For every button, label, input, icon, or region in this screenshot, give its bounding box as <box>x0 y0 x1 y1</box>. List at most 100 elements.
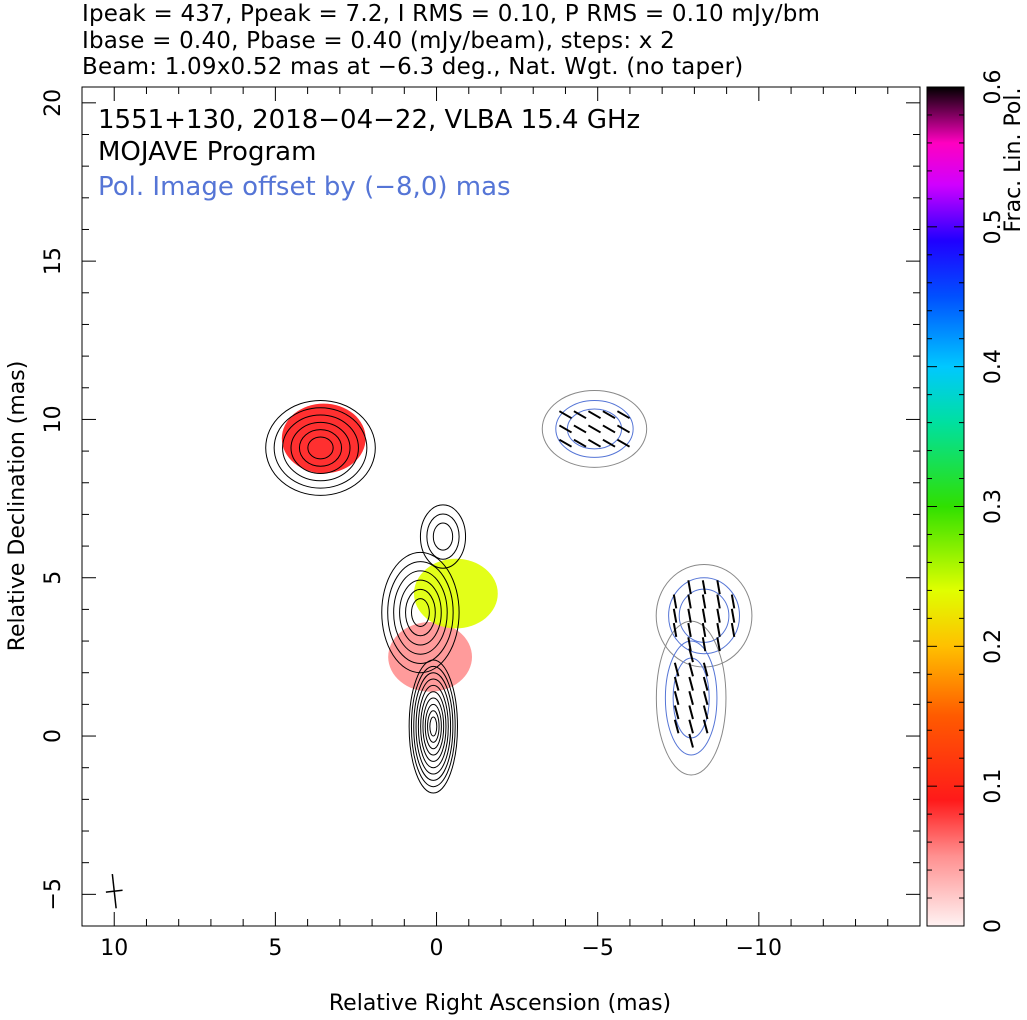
evpa-vector <box>716 608 721 623</box>
evpa-vector <box>672 622 678 638</box>
offset-annotation: Pol. Image offset by (−8,0) mas <box>98 172 511 202</box>
evpa-vector <box>558 438 573 448</box>
evpa-vector <box>558 424 573 434</box>
colorbar-tick-label: 0.2 <box>981 629 1006 664</box>
intensity-contour-0-8 <box>427 710 440 743</box>
intensity-contour-3-0 <box>265 399 376 496</box>
evpa-vector <box>602 424 616 434</box>
colorbar-tick-label: 0.6 <box>981 70 1006 105</box>
colorbar-tick-label: 0.4 <box>981 349 1006 384</box>
y-tick-label: 5 <box>41 571 66 585</box>
intensity-contour-3-2 <box>282 414 359 482</box>
colorbar-tick-label: 0 <box>981 919 1006 933</box>
evpa-vector <box>702 662 709 677</box>
evpa-vector <box>688 691 694 706</box>
total-intensity-contours <box>265 399 467 794</box>
evpa-vector <box>616 438 631 448</box>
axis-ticks <box>81 87 921 927</box>
header-line-1: Ipeak = 437, Ppeak = 7.2, I RMS = 0.10, … <box>82 1 821 27</box>
intensity-contour-3-4 <box>298 429 343 467</box>
y-axis-label: Relative Declination (mas) <box>5 361 30 652</box>
evpa-vector <box>730 594 736 609</box>
evpa-vector <box>573 410 587 420</box>
colorbar-tick-label: 0.1 <box>981 769 1006 804</box>
evpa-vector <box>672 608 678 623</box>
polarized-intensity-contours <box>541 389 753 776</box>
pol-contour-0-1 <box>555 399 634 458</box>
evpa-vector <box>716 637 721 652</box>
frac-pol-region-1 <box>388 622 472 692</box>
evpa-vector <box>602 410 616 420</box>
evpa-vector <box>558 410 573 420</box>
evpa-vector <box>673 662 680 677</box>
evpa-vector <box>602 438 616 448</box>
evpa-vector <box>701 594 707 609</box>
evpa-vector <box>687 608 692 623</box>
intensity-contour-0-6 <box>422 697 445 756</box>
evpa-vector <box>672 594 678 609</box>
evpa-vector <box>587 424 602 434</box>
y-tick-label: −5 <box>41 878 66 910</box>
colorbar-tick-label: 0.5 <box>981 209 1006 244</box>
evpa-vector <box>616 424 631 434</box>
header-line-3: Beam: 1.09x0.52 mas at −6.3 deg., Nat. W… <box>82 54 744 80</box>
evpa-vector <box>702 676 709 691</box>
evpa-vector <box>687 622 692 638</box>
evpa-vector <box>701 608 707 623</box>
evpa-vector <box>687 594 692 609</box>
intensity-contour-0-5 <box>420 691 447 762</box>
x-tick-label: 10 <box>100 936 128 961</box>
pol-contour-2-1 <box>664 640 718 756</box>
evpa-vector <box>701 637 707 652</box>
intensity-contour-1-2 <box>393 570 448 655</box>
intensity-contour-3-3 <box>290 421 351 475</box>
y-tick-label: 10 <box>41 405 66 433</box>
evpa-vector <box>701 622 707 638</box>
intensity-contour-2-0 <box>419 504 467 569</box>
y-tick-label: 15 <box>41 247 66 275</box>
x-tick-label: 0 <box>430 936 444 961</box>
colorbar-tick-label: 0.3 <box>981 489 1006 524</box>
pol-contour-0-0 <box>541 389 648 468</box>
evpa-vector <box>702 719 709 734</box>
colorbar-label: Frac. Lin. Pol. <box>1001 87 1026 232</box>
intensity-contour-3-5 <box>307 436 334 460</box>
evpa-vector <box>673 719 680 734</box>
evpa-vectors <box>558 410 736 748</box>
evpa-vector <box>616 410 631 420</box>
evpa-vector <box>702 705 709 720</box>
intensity-contour-0-9 <box>429 716 438 737</box>
evpa-vector <box>688 719 694 734</box>
evpa-vector <box>587 438 602 448</box>
intensity-contour-0-1 <box>410 665 456 788</box>
evpa-vector <box>673 691 680 706</box>
intensity-contour-0-7 <box>424 703 442 750</box>
evpa-vector <box>716 580 721 595</box>
intensity-contour-1-4 <box>405 588 436 637</box>
frac-pol-region-0 <box>281 403 366 474</box>
intensity-contour-1-3 <box>399 579 442 646</box>
intensity-contour-0-2 <box>413 672 454 781</box>
evpa-vector <box>688 705 694 720</box>
x-tick-label: 5 <box>268 936 282 961</box>
evpa-vector <box>730 608 736 623</box>
intensity-contour-1-5 <box>410 598 430 627</box>
intensity-contour-3-1 <box>273 407 368 489</box>
source-annotation: 1551+130, 2018−04−22, VLBA 15.4 GHz <box>98 105 640 135</box>
intensity-contour-0-4 <box>417 684 449 769</box>
evpa-vector <box>673 676 680 691</box>
evpa-vector <box>701 580 707 595</box>
program-annotation: MOJAVE Program <box>98 137 316 167</box>
evpa-vector <box>573 424 587 434</box>
evpa-vector <box>688 662 694 677</box>
evpa-vector <box>688 733 694 748</box>
intensity-contour-2-1 <box>426 513 460 560</box>
intensity-contour-1-1 <box>387 561 454 664</box>
evpa-vector <box>673 705 680 720</box>
evpa-vector <box>573 438 587 448</box>
evpa-vector <box>587 410 602 420</box>
x-tick-label: −5 <box>581 936 613 961</box>
beam-symbol <box>105 873 123 909</box>
evpa-vector <box>716 594 721 609</box>
